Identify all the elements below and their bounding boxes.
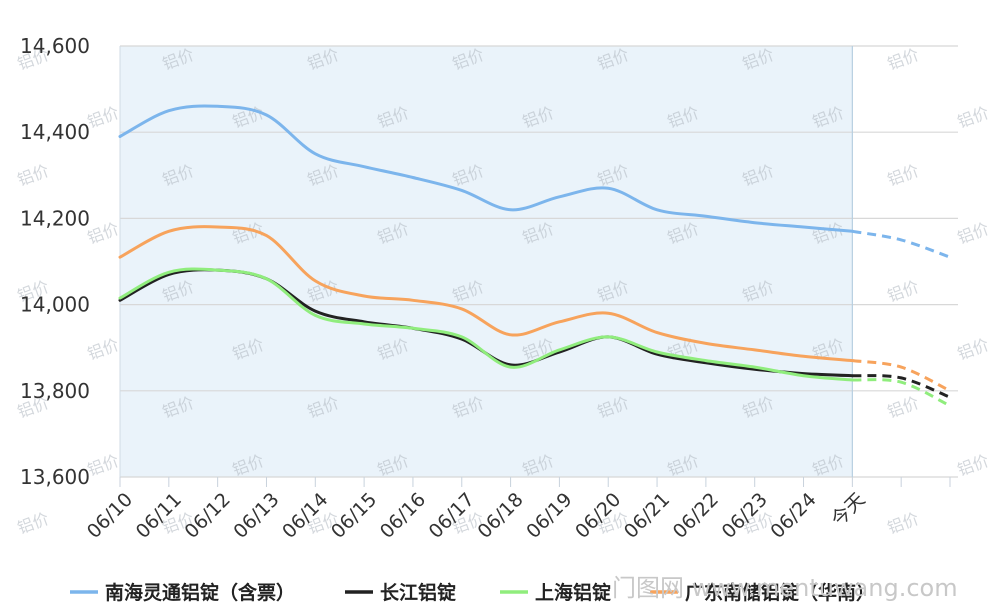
series-forecast-line-3 xyxy=(852,359,951,393)
legend-item-1[interactable]: 长江铝锭 xyxy=(345,581,456,604)
y-tick-label: 14,600 xyxy=(20,34,90,58)
series-forecast-line-0 xyxy=(852,229,951,259)
legend-label: 广东南储铝锭（华南） xyxy=(685,581,875,604)
y-axis-ticks: 13,600 13,800 14,000 14,200 14,400 14,600 xyxy=(20,34,90,489)
series-forecast-line-1 xyxy=(852,374,951,399)
y-tick-label: 13,600 xyxy=(20,465,90,489)
legend-label: 南海灵通铝锭（含票） xyxy=(105,581,295,604)
gridlines xyxy=(119,45,958,478)
legend-item-3[interactable]: 广东南储铝锭（华南） xyxy=(650,581,875,604)
history-shaded-band xyxy=(120,46,853,477)
series-line-2 xyxy=(118,267,854,382)
site-watermark: 门图网 www.mentuwang.com xyxy=(612,574,958,602)
series-forecast-line-2 xyxy=(852,378,951,408)
series-lines xyxy=(118,104,951,408)
y-tick-label: 13,800 xyxy=(20,379,90,403)
legend[interactable]: 南海灵通铝锭（含票） 长江铝锭 上海铝锭 广东南储铝锭（华南） xyxy=(70,581,875,604)
series-line-3 xyxy=(118,225,854,363)
y-tick-label: 14,000 xyxy=(20,293,90,317)
legend-label: 长江铝锭 xyxy=(380,581,456,604)
legend-label: 上海铝锭 xyxy=(535,581,611,604)
legend-item-2[interactable]: 上海铝锭 xyxy=(500,581,611,604)
y-tick-label: 14,200 xyxy=(20,206,90,230)
y-tick-label: 14,400 xyxy=(20,120,90,144)
legend-item-0[interactable]: 南海灵通铝锭（含票） xyxy=(70,581,295,604)
series-line-0 xyxy=(118,104,854,233)
